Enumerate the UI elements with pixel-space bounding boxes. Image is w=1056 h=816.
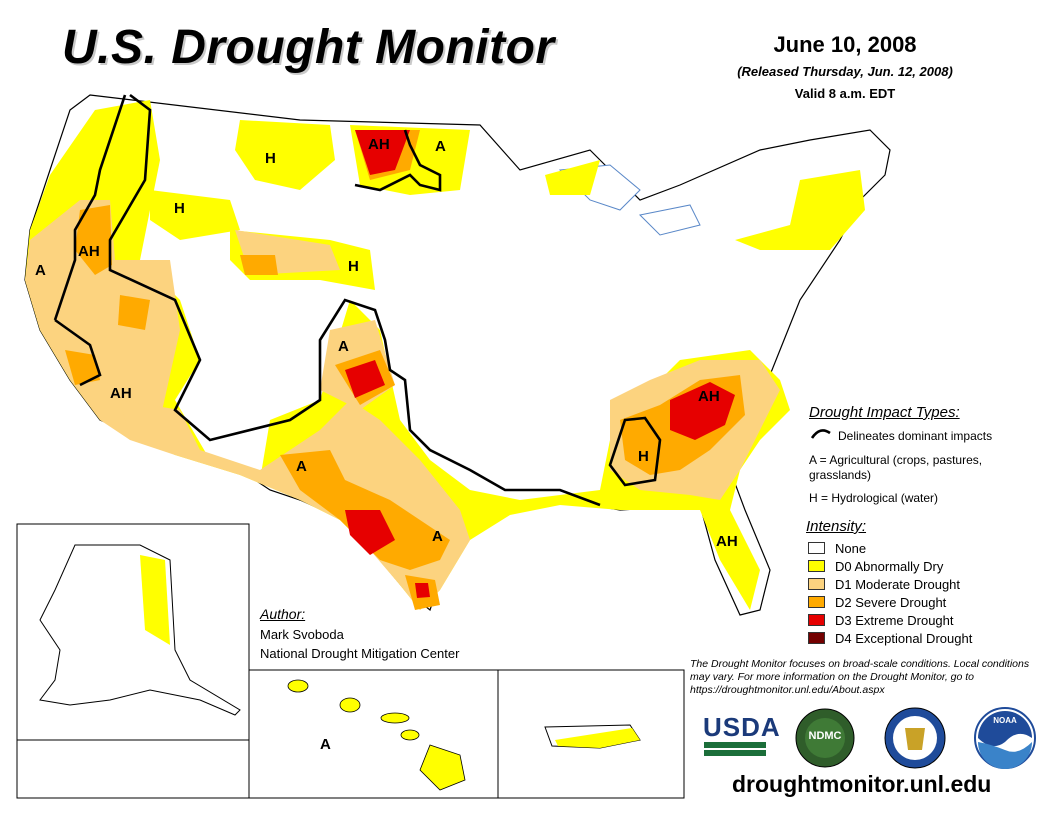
map-title: U.S. Drought Monitor [62, 21, 555, 74]
ndmc-logo [795, 708, 855, 768]
hawaii-islands [287, 679, 466, 791]
noaa-logo [974, 707, 1036, 769]
intensity-legend-item: D2 Severe Drought [808, 594, 946, 610]
impact-line-west [108, 93, 601, 507]
label-hawaii-a: A [320, 736, 331, 753]
impact-delineates-text: Delineates dominant impacts [838, 429, 993, 443]
impact-lines [53, 93, 662, 507]
label-wyoming-h: H [348, 258, 359, 275]
alaska-d0 [140, 555, 170, 645]
author-title: Author: [260, 606, 306, 622]
intensity-swatch [808, 596, 825, 608]
d0-montana [235, 120, 335, 190]
d2-nevada [118, 295, 150, 330]
impact-hydrological-text: H = Hydrological (water) [809, 491, 939, 505]
d3-texas-coast [415, 583, 430, 598]
intensity-legend-item: D0 Abnormally Dry [808, 558, 943, 574]
impact-agricultural-text: A = Agricultural (crops, pastures, grass… [809, 453, 983, 482]
noaa-logo-text: NOAA [993, 716, 1017, 725]
d3-southeast [670, 382, 735, 440]
info-note: The Drought Monitor focuses on broad-sca… [690, 658, 1030, 696]
intensity-legend-item: D4 Exceptional Drought [808, 630, 972, 646]
usda-logo-text: USDA [703, 712, 781, 742]
drought-monitor-url[interactable]: droughtmonitor.unl.edu [732, 771, 992, 797]
intensity-title: Intensity: [806, 518, 867, 535]
author-name: Mark Svoboda [260, 627, 344, 642]
ndmc-logo-text: NDMC [808, 730, 842, 742]
d3-texas [345, 510, 395, 555]
intensity-legend-item: D1 Moderate Drought [808, 576, 960, 592]
intensity-label: D3 Extreme Drought [835, 612, 954, 628]
intensity-swatch [808, 542, 825, 554]
intensity-swatch [808, 614, 825, 626]
usda-logo [704, 742, 766, 756]
impact-line-legend-symbol [810, 429, 831, 439]
label-southeast-ah: AH [698, 388, 720, 405]
impact-line-california [54, 318, 102, 387]
alaska-land [39, 544, 241, 716]
impact-line-alabama [608, 416, 662, 487]
label-idaho-h: H [174, 200, 185, 217]
intensity-label: D1 Moderate Drought [835, 576, 961, 592]
intensity-label: D4 Exceptional Drought [835, 630, 973, 646]
intensity-swatch [808, 560, 825, 572]
label-alabama-h: H [638, 448, 649, 465]
intensity-legend-item: None [808, 540, 866, 556]
impact-line-dakota [354, 129, 442, 192]
d0-northeast [735, 170, 865, 250]
intensity-label: D2 Severe Drought [835, 594, 947, 610]
label-montana-h: H [265, 150, 276, 167]
d0-michigan [545, 160, 600, 195]
puerto-rico-d0 [555, 728, 640, 748]
label-northern-plains-a: A [435, 138, 446, 155]
intensity-label: None [835, 540, 867, 556]
intensity-label: D0 Abnormally Dry [835, 558, 944, 574]
map-date: June 10, 2008 [773, 32, 917, 57]
intensity-swatch [808, 632, 825, 644]
intensity-swatch [808, 578, 825, 590]
d2-wyoming [240, 255, 278, 275]
d2-oregon [75, 205, 112, 275]
d3-dakota [355, 130, 410, 175]
label-texas-a: A [432, 528, 443, 545]
label-oregon-ah: AH [78, 243, 100, 260]
label-northern-plains-ah: AH [368, 136, 390, 153]
commerce-logo [884, 707, 946, 769]
label-florida-ah: AH [716, 533, 738, 550]
label-colorado-a: A [338, 338, 349, 355]
intensity-legend-item: D3 Extreme Drought [808, 612, 954, 628]
d1-west [25, 200, 180, 440]
label-southwest-ah: AH [110, 385, 132, 402]
impact-types-title: Drought Impact Types: [809, 404, 960, 421]
valid-time: Valid 8 a.m. EDT [794, 86, 896, 101]
label-california-a: A [35, 262, 46, 279]
d3-colorado [345, 360, 385, 398]
author-org: National Drought Mitigation Center [260, 646, 460, 661]
release-date: (Released Thursday, Jun. 12, 2008) [737, 64, 953, 79]
d0-idaho [150, 190, 240, 240]
impact-line-pacific [53, 94, 127, 321]
d2-california [65, 350, 100, 385]
label-new-mexico-a: A [296, 458, 307, 475]
drought-areas [25, 100, 865, 610]
